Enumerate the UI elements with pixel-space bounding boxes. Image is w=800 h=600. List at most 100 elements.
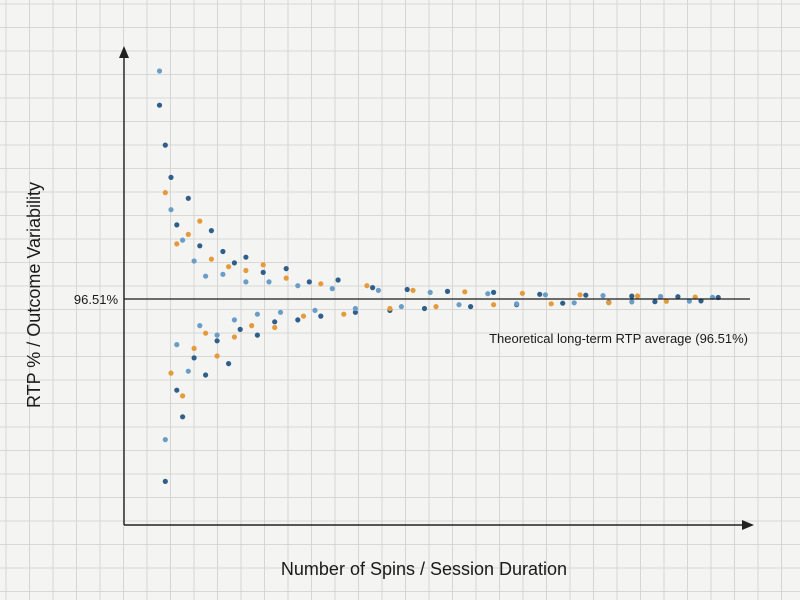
scatter-point-0-10 — [203, 372, 209, 378]
scatter-point-2-15 — [277, 309, 284, 315]
scatter-point-0-39 — [629, 293, 635, 299]
scatter-point-1-15 — [272, 324, 278, 331]
scatter-point-0-31 — [444, 288, 451, 294]
scatter-point-0-3 — [168, 174, 174, 180]
scatter-point-0-19 — [260, 269, 266, 275]
scatter-point-2-24 — [485, 291, 491, 297]
scatter-point-2-23 — [456, 302, 462, 308]
scatter-point-1-12 — [243, 267, 249, 274]
scatter-point-1-18 — [318, 281, 324, 287]
scatter-point-1-30 — [635, 293, 641, 299]
scatter-point-0-16 — [237, 326, 243, 332]
scatter-point-0-24 — [318, 313, 324, 319]
scatter-point-2-20 — [375, 287, 381, 293]
scatter-point-2-8 — [203, 273, 209, 279]
scatter-point-2-27 — [571, 300, 577, 306]
scatter-point-0-12 — [214, 338, 220, 344]
scatter-point-0-9 — [197, 243, 203, 249]
scatter-points — [156, 68, 721, 484]
scatter-point-1-11 — [231, 334, 237, 340]
scatter-point-0-32 — [468, 304, 474, 310]
y-axis-label: RTP % / Outcome Variability — [24, 182, 44, 408]
scatter-point-1-7 — [203, 330, 209, 336]
scatter-point-1-4 — [185, 231, 191, 237]
scatter-point-0-15 — [231, 260, 237, 266]
scatter-point-0-22 — [295, 317, 301, 323]
scatter-point-0-4 — [174, 387, 180, 393]
scatter-point-2-28 — [600, 293, 606, 299]
scatter-point-2-17 — [312, 307, 318, 313]
scatter-point-1-19 — [341, 311, 347, 317]
scatter-point-2-3 — [174, 342, 180, 348]
scatter-point-1-5 — [191, 345, 197, 351]
scatter-point-1-14 — [260, 262, 266, 268]
scatter-point-1-10 — [226, 264, 232, 270]
scatter-point-1-24 — [462, 289, 468, 295]
scatter-point-0-29 — [404, 286, 410, 293]
scatter-point-0-36 — [560, 300, 566, 306]
scatter-point-1-29 — [606, 300, 612, 306]
scatter-point-1-17 — [300, 313, 307, 319]
scatter-point-2-21 — [398, 304, 404, 310]
scatter-point-0-13 — [220, 248, 226, 255]
scatter-point-1-0 — [162, 190, 168, 196]
scatter-point-0-18 — [254, 332, 260, 338]
scatter-point-2-16 — [295, 283, 301, 289]
scatter-point-2-2 — [168, 207, 174, 213]
scatter-point-0-7 — [185, 195, 191, 201]
scatter-point-2-5 — [185, 368, 191, 374]
scatter-point-2-12 — [243, 279, 249, 285]
scatter-point-2-11 — [231, 317, 237, 323]
scatter-point-0-17 — [243, 254, 249, 260]
scatter-point-0-20 — [272, 319, 278, 325]
scatter-point-1-22 — [410, 287, 416, 293]
scatter-point-2-4 — [180, 237, 186, 243]
scatter-point-2-9 — [214, 332, 220, 338]
scatter-point-0-14 — [226, 361, 232, 367]
scatter-point-1-21 — [387, 305, 393, 312]
scatter-point-0-33 — [491, 289, 497, 295]
scatter-point-0-5 — [174, 222, 180, 228]
scatter-point-0-37 — [583, 292, 589, 298]
scatter-point-1-3 — [180, 393, 186, 399]
scatter-point-0-27 — [370, 285, 376, 291]
scatter-point-1-2 — [174, 241, 180, 247]
scatter-point-2-25 — [514, 301, 520, 307]
scatter-point-0-2 — [162, 478, 168, 484]
scatter-point-0-21 — [283, 266, 289, 272]
scatter-point-2-13 — [254, 311, 260, 317]
scatter-point-0-23 — [306, 279, 312, 285]
scatter-point-1-13 — [249, 323, 255, 329]
scatter-point-2-19 — [352, 305, 358, 312]
scatter-point-2-7 — [197, 323, 203, 329]
scatter-point-0-0 — [156, 102, 163, 108]
scatter-point-2-30 — [658, 293, 664, 300]
scatter-point-0-25 — [335, 277, 341, 283]
scatter-point-2-1 — [162, 437, 168, 443]
scatter-point-0-8 — [191, 355, 197, 361]
scatter-point-0-35 — [537, 291, 543, 297]
scatter-point-2-18 — [329, 286, 335, 292]
scatter-point-0-40 — [652, 299, 658, 305]
scatter-point-2-14 — [266, 279, 272, 285]
scatter-point-1-6 — [197, 218, 203, 224]
scatter-point-2-22 — [427, 289, 433, 295]
scatter-point-1-8 — [208, 256, 214, 262]
scatter-point-0-1 — [162, 142, 168, 148]
x-axis-label: Number of Spins / Session Duration — [281, 559, 567, 579]
scatter-point-1-26 — [519, 290, 526, 296]
scatter-point-0-41 — [675, 294, 681, 300]
scatter-point-0-11 — [208, 228, 214, 234]
scatter-point-1-23 — [433, 304, 439, 310]
scatter-point-0-6 — [180, 414, 186, 420]
scatter-point-1-28 — [577, 292, 583, 298]
rtp-tick-label: 96.51% — [74, 292, 119, 307]
scatter-point-1-20 — [364, 283, 370, 289]
scatter-point-2-6 — [191, 258, 197, 264]
scatter-point-2-10 — [220, 271, 226, 277]
x-axis-arrow-icon — [742, 520, 754, 530]
scatter-point-1-31 — [663, 298, 670, 304]
